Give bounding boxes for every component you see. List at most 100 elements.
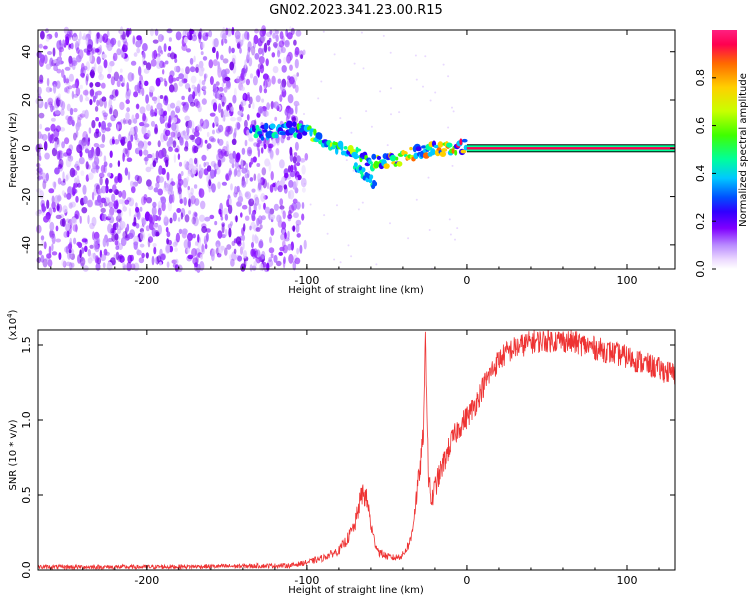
noise-blob (83, 33, 86, 39)
noise-blob (128, 207, 132, 217)
noise-blob (169, 85, 176, 93)
noise-blob (116, 209, 122, 214)
noise-blob (87, 172, 94, 180)
noise-dot (428, 229, 431, 231)
noise-blob (107, 223, 113, 234)
noise-blob (246, 146, 253, 157)
noise-dot (447, 126, 450, 129)
x-tick-label: -200 (134, 274, 159, 287)
noise-blob (86, 44, 93, 53)
noise-blob (147, 141, 152, 146)
ridge-blob (263, 122, 269, 130)
noise-blob (135, 40, 142, 48)
noise-blob (234, 127, 237, 138)
noise-blob (227, 204, 233, 215)
noise-blob (231, 47, 235, 54)
noise-blob (95, 117, 99, 122)
noise-blob (169, 217, 173, 224)
noise-blob (166, 171, 170, 181)
ridge-blob (269, 123, 276, 129)
noise-blob (53, 84, 57, 94)
noise-blob (190, 75, 197, 84)
noise-blob (146, 197, 152, 204)
noise-blob (180, 212, 184, 220)
noise-blob (176, 264, 183, 273)
noise-blob (42, 133, 48, 141)
noise-blob (200, 29, 207, 37)
noise-blob (103, 248, 108, 256)
noise-blob (67, 243, 73, 251)
noise-blob (272, 66, 279, 74)
noise-blob (114, 89, 119, 97)
noise-blob (244, 260, 248, 265)
noise-blob (231, 26, 235, 36)
noise-dot (449, 233, 452, 236)
noise-blob (42, 180, 47, 190)
noise-blob (261, 98, 265, 103)
noise-blob (209, 112, 216, 117)
noise-blob (41, 203, 46, 213)
noise-blob (47, 51, 53, 55)
noise-blob (152, 243, 157, 248)
noise-blob (101, 53, 107, 59)
noise-blob (47, 259, 53, 267)
ridge-blob (296, 132, 303, 140)
noise-blob (99, 176, 103, 186)
noise-blob (267, 46, 271, 52)
noise-blob (189, 134, 196, 140)
noise-blob (218, 86, 224, 92)
noise-blob (262, 178, 267, 189)
noise-blob (175, 232, 180, 243)
noise-blob (127, 119, 132, 125)
noise-blob (190, 187, 194, 195)
noise-blob (142, 113, 147, 122)
noise-blob (189, 32, 192, 41)
noise-blob (43, 215, 49, 223)
noise-blob (94, 106, 99, 112)
noise-blob (147, 185, 154, 191)
noise-blob (191, 34, 198, 42)
noise-blob (136, 35, 142, 41)
noise-blob (255, 227, 261, 232)
noise-blob (190, 195, 196, 205)
ridge-blob (369, 161, 373, 165)
noise-blob (165, 159, 169, 168)
noise-blob (114, 233, 119, 241)
noise-blob (114, 176, 119, 184)
noise-blob (169, 245, 174, 253)
noise-blob (240, 39, 244, 46)
noise-blob (213, 38, 219, 48)
noise-blob (288, 179, 294, 188)
noise-blob (295, 155, 301, 163)
noise-blob (258, 56, 265, 64)
noise-blob (258, 47, 263, 55)
noise-blob (134, 125, 138, 134)
noise-blob (203, 161, 206, 168)
noise-blob (112, 109, 119, 119)
noise-blob (224, 76, 231, 82)
noise-blob (54, 31, 58, 38)
noise-blob (294, 162, 297, 172)
noise-blob (124, 199, 130, 205)
noise-blob (213, 162, 216, 169)
noise-blob (274, 116, 278, 122)
noise-blob (264, 206, 270, 214)
noise-blob (109, 150, 113, 158)
noise-blob (54, 167, 60, 175)
noise-blob (278, 40, 285, 48)
noise-blob (205, 161, 210, 166)
noise-blob (163, 184, 169, 193)
noise-blob (158, 149, 164, 159)
snr-panel: -200 -100 0 100 0.0 0.5 1.0 1.5 Height of stra… (6, 309, 676, 596)
noise-blob (283, 56, 287, 65)
noise-blob (228, 170, 233, 176)
noise-blob (253, 34, 259, 45)
noise-blob (295, 30, 302, 37)
noise-blob (299, 158, 306, 163)
noise-blob (117, 160, 121, 168)
noise-blob (44, 152, 50, 160)
noise-blob (220, 149, 227, 157)
noise-blob (282, 240, 286, 248)
noise-blob (57, 58, 61, 66)
noise-blob (153, 214, 157, 221)
